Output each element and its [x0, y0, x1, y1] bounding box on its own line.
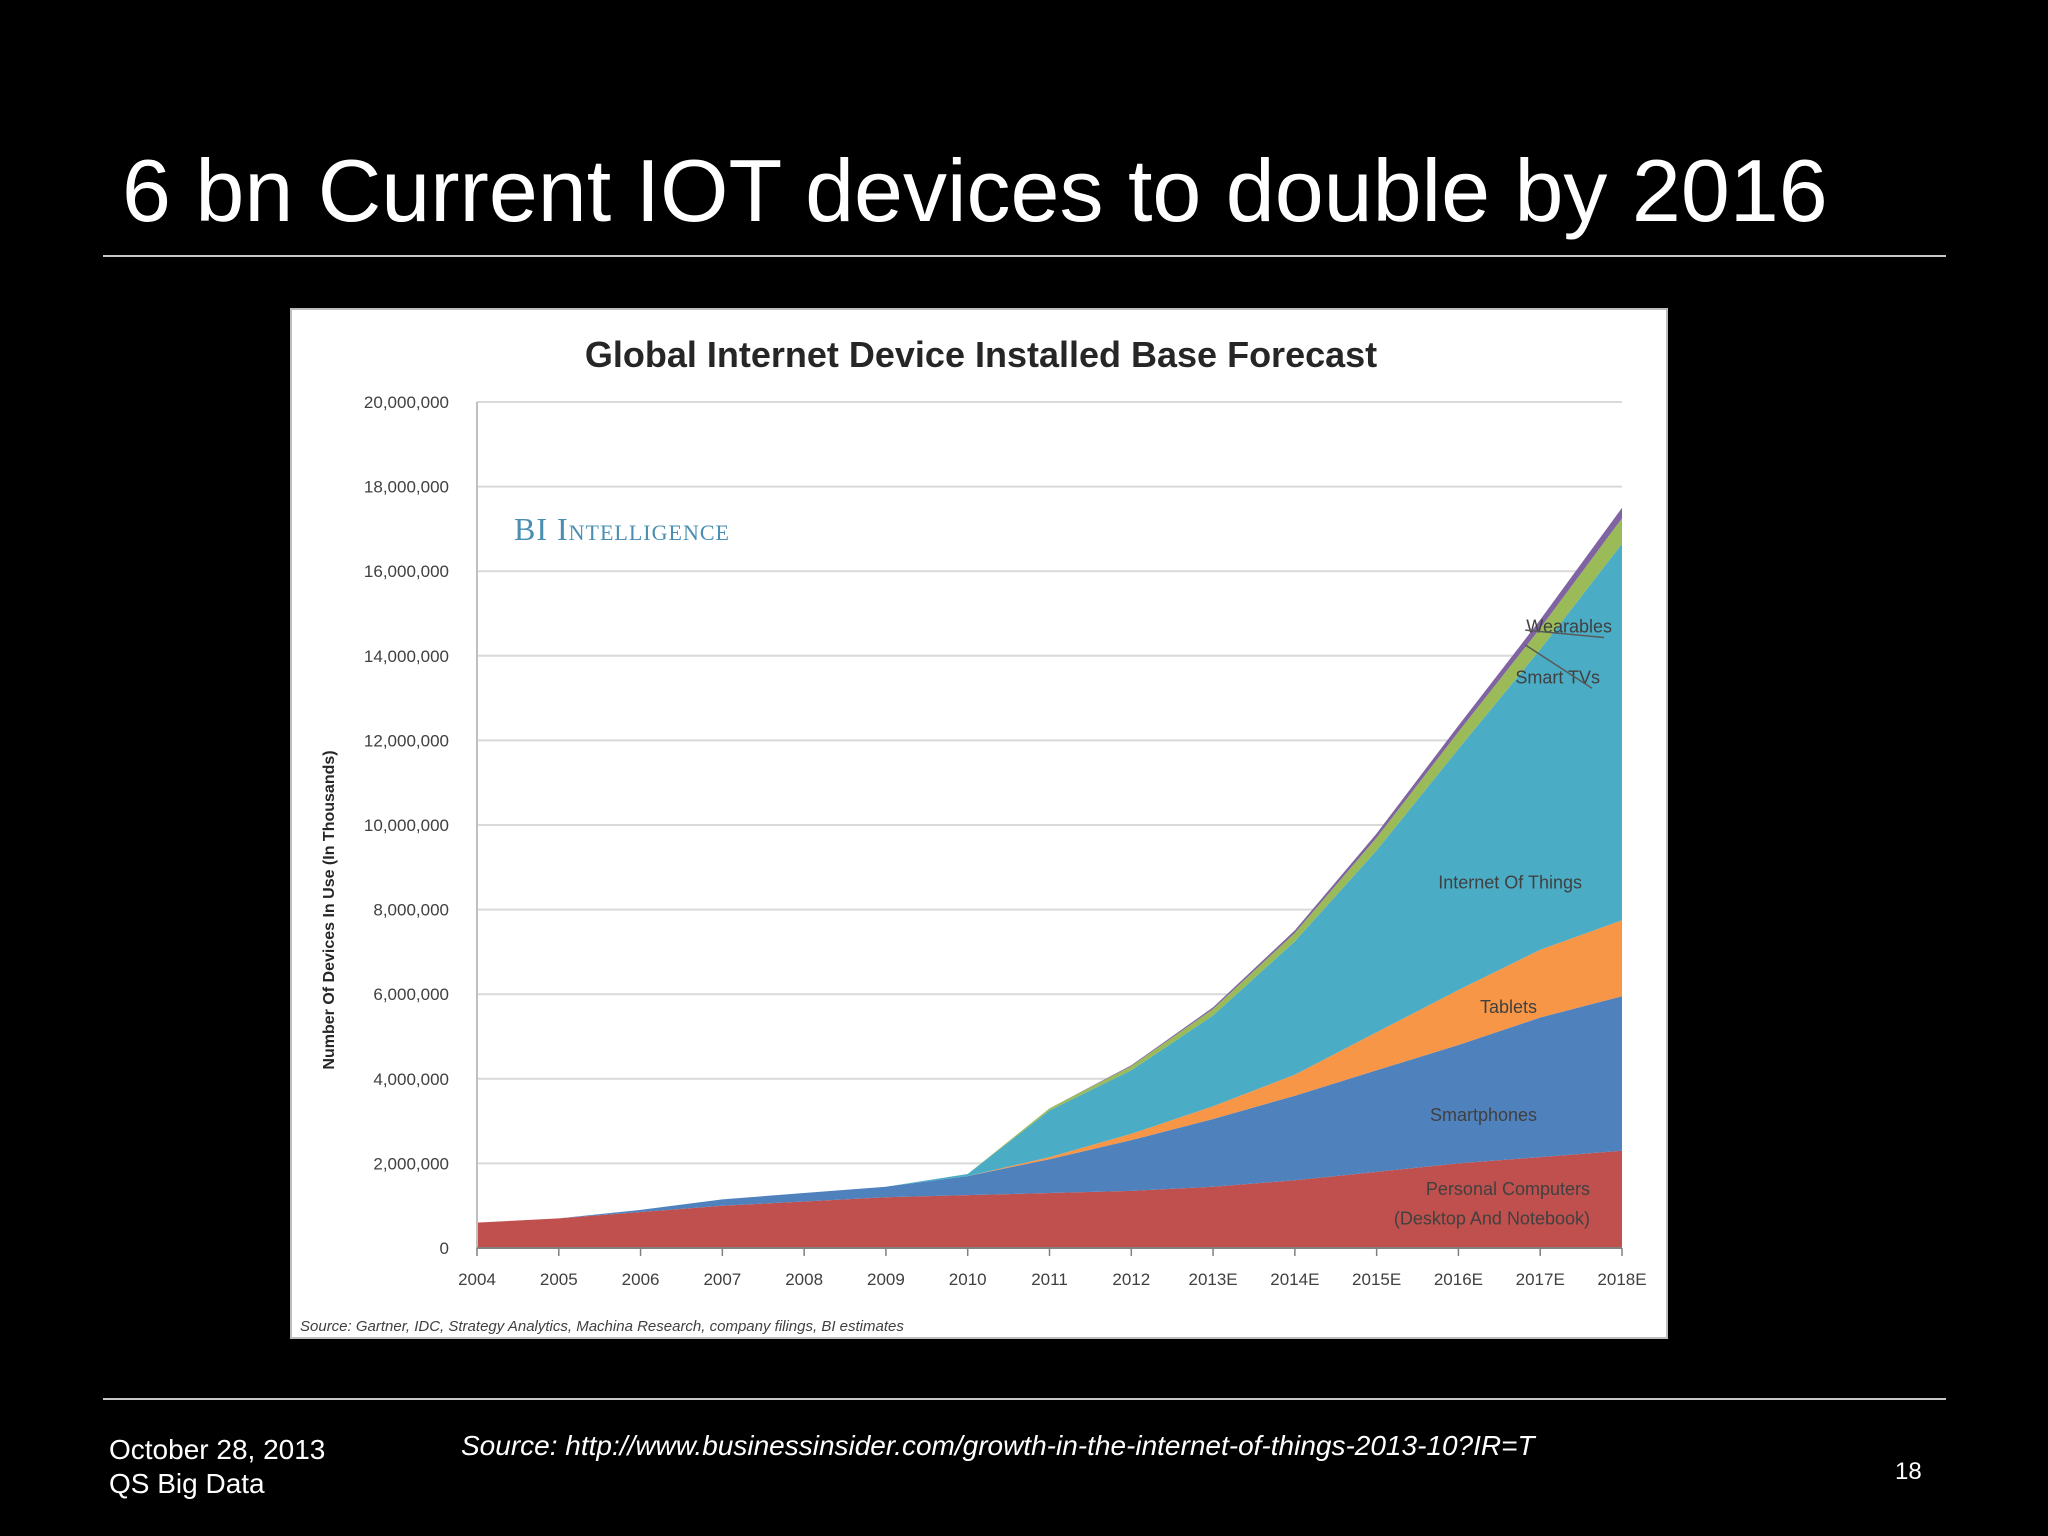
x-tick-label: 2006 [622, 1270, 660, 1289]
y-tick-label: 16,000,000 [364, 562, 449, 581]
x-tick-label: 2015E [1352, 1270, 1401, 1289]
x-tick-label: 2012 [1112, 1270, 1150, 1289]
y-tick-label: 4,000,000 [373, 1070, 449, 1089]
y-tick-label: 12,000,000 [364, 731, 449, 750]
y-tick-label: 6,000,000 [373, 985, 449, 1004]
area-chart: Global Internet Device Installed Base Fo… [300, 334, 1647, 1335]
footer-date: October 28, 2013 [109, 1434, 326, 1465]
area-smartphones [477, 996, 1622, 1223]
gridlines [477, 401, 1622, 1165]
axes: 0 2,000,000 4,000,000 6,000,000 8,000,000 10,… [364, 393, 1647, 1289]
x-tick-label: 2017E [1516, 1270, 1565, 1289]
x-tick-label: 2010 [949, 1270, 987, 1289]
chart-panel: Global Internet Device Installed Base Fo… [290, 308, 1668, 1339]
chart-title: Global Internet Device Installed Base Fo… [585, 334, 1377, 375]
watermark-bi-intelligence: BI Intelligence [514, 511, 730, 547]
x-tick-label: 2013E [1188, 1270, 1237, 1289]
x-tick-label: 2005 [540, 1270, 578, 1289]
y-tick-label: 14,000,000 [364, 647, 449, 666]
x-tick-label: 2004 [458, 1270, 496, 1289]
y-tick-label: 20,000,000 [364, 393, 449, 412]
x-tick-label: 2008 [785, 1270, 823, 1289]
footer-source: Source: http://www.businessinsider.com/g… [461, 1430, 1535, 1461]
annotation-leader [1525, 629, 1605, 639]
y-tick-label: 18,000,000 [364, 478, 449, 497]
annotation-label: Smart TVs [1515, 667, 1600, 687]
annotation-label: Tablets [1480, 997, 1537, 1017]
annotation-label: Smartphones [1430, 1105, 1537, 1125]
y-axis-label: Number Of Devices In Use (In Thousands) [321, 750, 338, 1069]
x-tick-label: 2014E [1270, 1270, 1319, 1289]
page-number: 18 [1895, 1458, 1922, 1485]
footer-divider [103, 1398, 1946, 1400]
area-personal-computers-desktop-and-notebook [477, 1150, 1622, 1248]
area-internet-of-things [477, 543, 1622, 1223]
annotation-label: Personal Computers [1426, 1179, 1590, 1199]
x-tick-label: 2009 [867, 1270, 905, 1289]
annotation-label: Internet Of Things [1438, 872, 1582, 892]
x-tick-label: 2011 [1031, 1270, 1068, 1289]
x-tick-label: 2018E [1597, 1270, 1646, 1289]
footer-org: QS Big Data [109, 1468, 265, 1499]
y-tick-label: 8,000,000 [373, 901, 449, 920]
annotation-leader [1524, 644, 1593, 689]
x-tick-label: 2007 [703, 1270, 741, 1289]
chart-source-note: Source: Gartner, IDC, Strategy Analytics… [300, 1318, 904, 1335]
annotation-label: (Desktop And Notebook) [1394, 1208, 1590, 1228]
y-tick-label: 10,000,000 [364, 816, 449, 835]
stacked-areas [477, 507, 1622, 1248]
x-tick-label: 2016E [1434, 1270, 1483, 1289]
y-tick-label: 2,000,000 [373, 1154, 449, 1173]
slide-title: 6 bn Current IOT devices to double by 20… [122, 141, 1828, 240]
y-tick-label: 0 [440, 1239, 449, 1258]
title-divider [103, 255, 1946, 257]
